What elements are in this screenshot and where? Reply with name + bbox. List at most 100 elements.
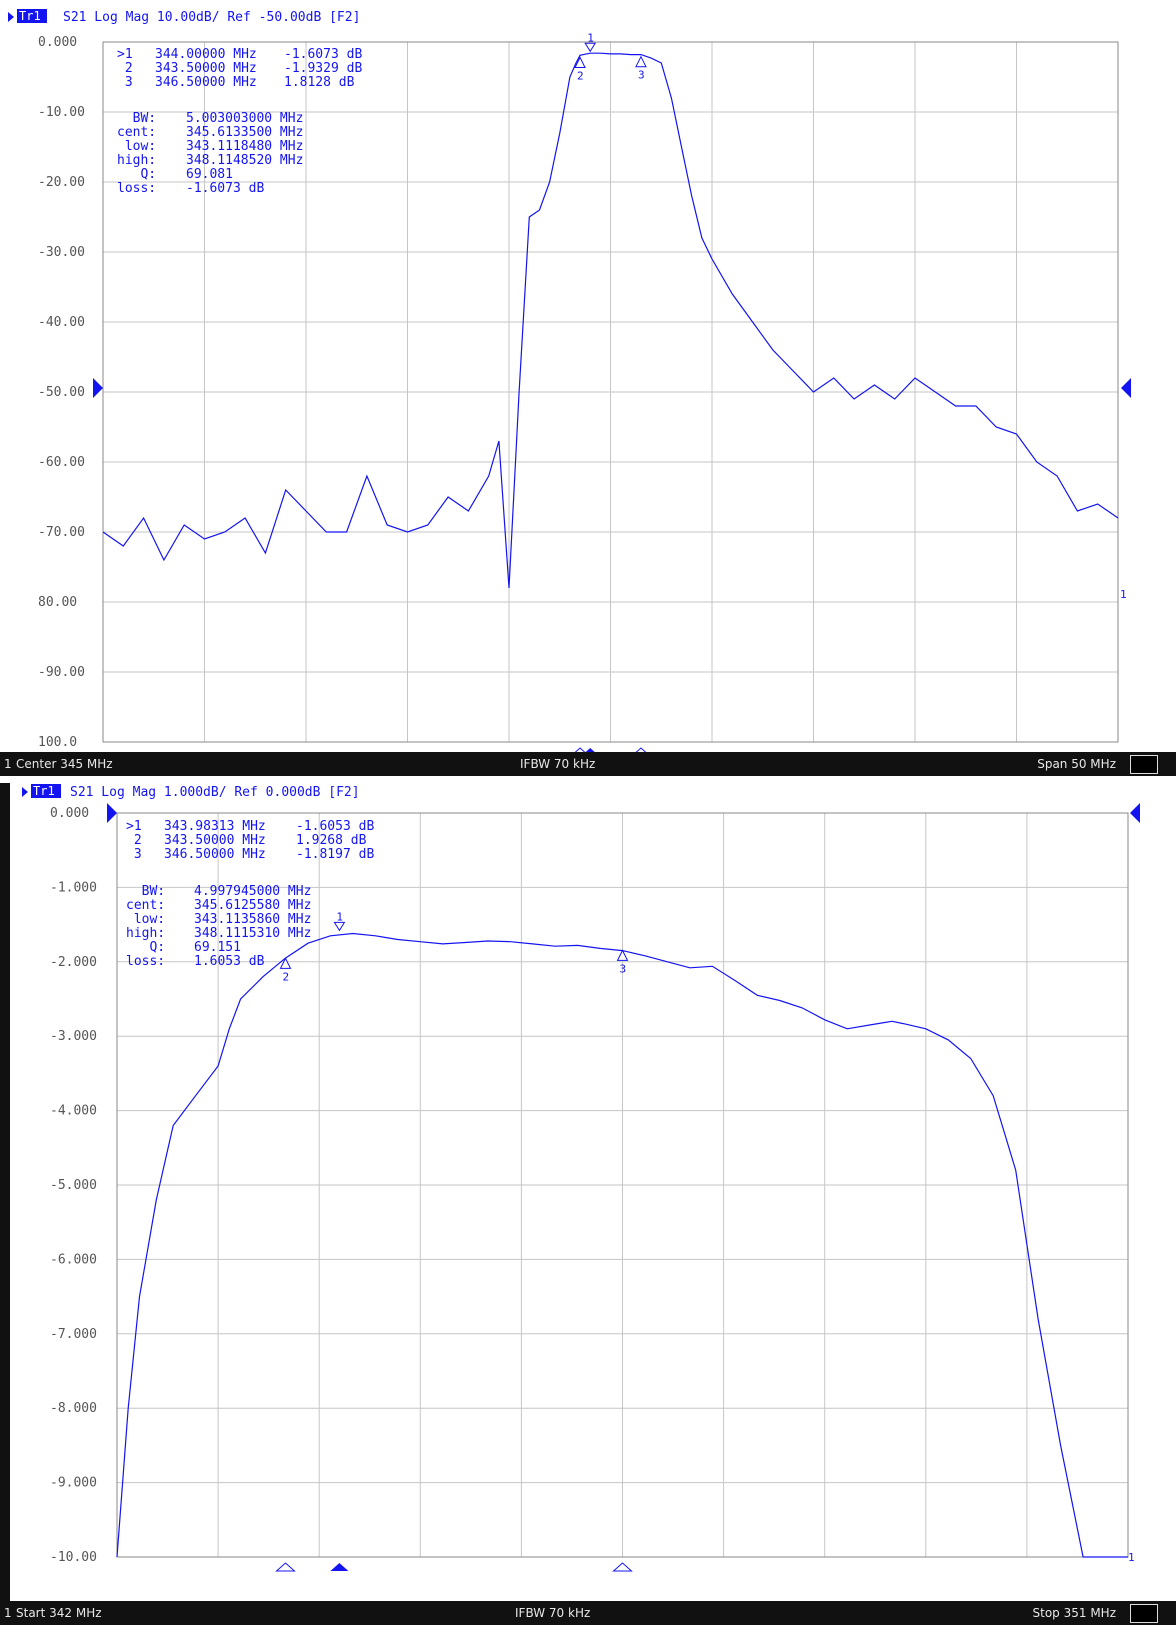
bw-val: 348.1115310 MHz (194, 926, 311, 941)
marker-3-icon[interactable] (635, 55, 647, 68)
chart-2-svg: 0.000 -1.000 -2.000 -3.000 -4.000 -5.000 -6.00… (22, 784, 1140, 1572)
bw-key: BW: (126, 884, 165, 899)
y-ticks: 0.000 -10.00 -20.00 -30.00 -40.00 -50.00 -60.0… (38, 35, 85, 750)
bw-key: Q: (126, 940, 165, 955)
y-tick-label: 0.000 (50, 806, 89, 821)
y-tick-label: -10.00 (50, 1550, 97, 1565)
plot-frame (116, 812, 1129, 1558)
active-trace-arrow-icon (8, 12, 14, 22)
y-tick-label: -6.000 (50, 1252, 97, 1267)
channel-number: 1 (4, 1606, 12, 1620)
trace-badge-label: Tr1 (33, 784, 55, 798)
y-tick-label: -4.000 (50, 1104, 97, 1119)
active-trace-arrow-icon (22, 787, 28, 797)
bandwidth-table: BW: 5.003003000 MHz cent: 345.6133500 MH… (117, 111, 303, 196)
markers: 1 2 3 (275, 910, 633, 1572)
span-label[interactable]: Span 50 MHz (1037, 757, 1116, 771)
y-tick-label: -7.000 (50, 1327, 97, 1342)
marker-2-icon[interactable] (279, 957, 292, 969)
chart-panel-1: 0.000 -10.00 -20.00 -30.00 -40.00 -50.00 -60.0… (0, 0, 1176, 783)
ref-level-left-arrow-icon[interactable] (107, 803, 117, 823)
trace-end-label: 1 (1120, 588, 1127, 601)
marker-row-value: 1.8128 dB (284, 75, 355, 90)
marker-3-label: 3 (620, 962, 627, 975)
bw-key: BW: (117, 111, 156, 126)
trace-badge[interactable] (17, 9, 47, 23)
marker-row-line: 3 (117, 75, 133, 90)
marker-row-line: 2 (126, 833, 142, 848)
y-tick-label: -8.000 (50, 1401, 97, 1416)
bw-key: high: (126, 926, 165, 941)
ifbw-label[interactable]: IFBW 70 kHz (520, 757, 596, 771)
chart-1-svg: 0.000 -10.00 -20.00 -30.00 -40.00 -50.00 -60.0… (8, 9, 1131, 757)
marker-row-freq: 343.98313 MHz (164, 819, 266, 834)
bw-val: -1.6073 dB (186, 181, 264, 196)
bw-key: loss: (126, 954, 165, 969)
bw-key: Q: (117, 167, 156, 182)
y-tick-label: -90.00 (38, 665, 85, 680)
ref-level-right-arrow-icon[interactable] (1121, 378, 1131, 398)
y-tick-label: -2.000 (50, 955, 97, 970)
stimulus-marker-1-icon[interactable] (330, 1563, 349, 1571)
y-tick-label: -70.00 (38, 525, 85, 540)
svg-text:>1: >1 (117, 47, 133, 62)
marker-table: >1 343.98313 MHz -1.6053 dB 2 343.50000 … (126, 819, 374, 862)
chart-panel-2: 0.000 -1.000 -2.000 -3.000 -4.000 -5.000 -6.00… (0, 783, 1176, 1625)
y-tick-label: -30.00 (38, 245, 85, 260)
window-left-edge (0, 783, 10, 1625)
marker-1-icon[interactable] (584, 42, 597, 53)
marker-2-icon[interactable] (574, 56, 586, 69)
marker-row-line: 3 (126, 847, 142, 862)
status-bar: 1 Start 342 MHz IFBW 70 kHz Stop 351 MHz (0, 1601, 1176, 1625)
trace-s21 (102, 52, 1119, 589)
center-frequency[interactable]: Center 345 MHz (16, 757, 113, 771)
bw-val: 343.1135860 MHz (194, 912, 311, 927)
y-tick-label: 0.000 (38, 35, 77, 50)
y-tick-label: -3.000 (50, 1029, 97, 1044)
status-indicator (1130, 755, 1158, 774)
start-frequency[interactable]: Start 342 MHz (16, 1606, 102, 1620)
trace-header[interactable]: S21 Log Mag 10.00dB/ Ref -50.00dB [F2] (63, 10, 360, 25)
stimulus-marker-3-icon[interactable] (612, 1562, 633, 1572)
ref-level-left-arrow-icon[interactable] (93, 378, 103, 398)
ifbw-label[interactable]: IFBW 70 kHz (515, 1606, 591, 1620)
marker-3-icon[interactable] (616, 949, 629, 961)
marker-2-label: 2 (283, 970, 290, 983)
bw-key: high: (117, 153, 156, 168)
stop-frequency[interactable]: Stop 351 MHz (1032, 1606, 1117, 1620)
y-ticks: 0.000 -1.000 -2.000 -3.000 -4.000 -5.000 -6.00… (50, 806, 97, 1565)
bandwidth-table: BW: 4.997945000 MHz cent: 345.6125580 MH… (126, 884, 311, 969)
bw-val: 69.151 (194, 940, 241, 955)
y-tick-label: -10.00 (38, 105, 85, 120)
trace-end-label: 1 (1128, 1551, 1135, 1564)
y-tick-label: -60.00 (38, 455, 85, 470)
status-indicator (1130, 1604, 1158, 1623)
marker-row-freq: 343.50000 MHz (155, 61, 257, 76)
stimulus-marker-2-icon[interactable] (275, 1562, 296, 1572)
bw-val: 345.6133500 MHz (186, 125, 303, 140)
marker-table: >1 344.00000 MHz -1.6073 dB 2 343.50000 … (117, 47, 362, 90)
trace-badge-label: Tr1 (19, 9, 41, 23)
ref-level-right-arrow-icon[interactable] (1130, 803, 1140, 823)
trace-badge[interactable] (31, 784, 61, 798)
channel-number: 1 (4, 757, 12, 771)
y-tick-label: -5.000 (50, 1178, 97, 1193)
bw-val: 4.997945000 MHz (194, 884, 311, 899)
marker-row-value: -1.6073 dB (284, 47, 362, 62)
bw-key: cent: (117, 125, 156, 140)
bw-val: 343.1118480 MHz (186, 139, 303, 154)
marker-1-icon[interactable] (333, 921, 346, 932)
bw-val: 1.6053 dB (194, 954, 265, 969)
marker-row-value: -1.8197 dB (296, 847, 374, 862)
bw-val: 348.1148520 MHz (186, 153, 303, 168)
bw-key: cent: (126, 898, 165, 913)
trace-s21 (116, 932, 1128, 1558)
trace-header[interactable]: S21 Log Mag 1.000dB/ Ref 0.000dB [F2] (70, 785, 360, 800)
bw-val: 69.081 (186, 167, 233, 182)
y-tick-label: -20.00 (38, 175, 85, 190)
marker-2-label: 2 (577, 70, 584, 83)
marker-row-freq: 343.50000 MHz (164, 833, 266, 848)
marker-row-line: >1 (117, 47, 133, 62)
marker-row-value: -1.9329 dB (284, 61, 362, 76)
y-tick-label: 100.0 (38, 735, 77, 750)
